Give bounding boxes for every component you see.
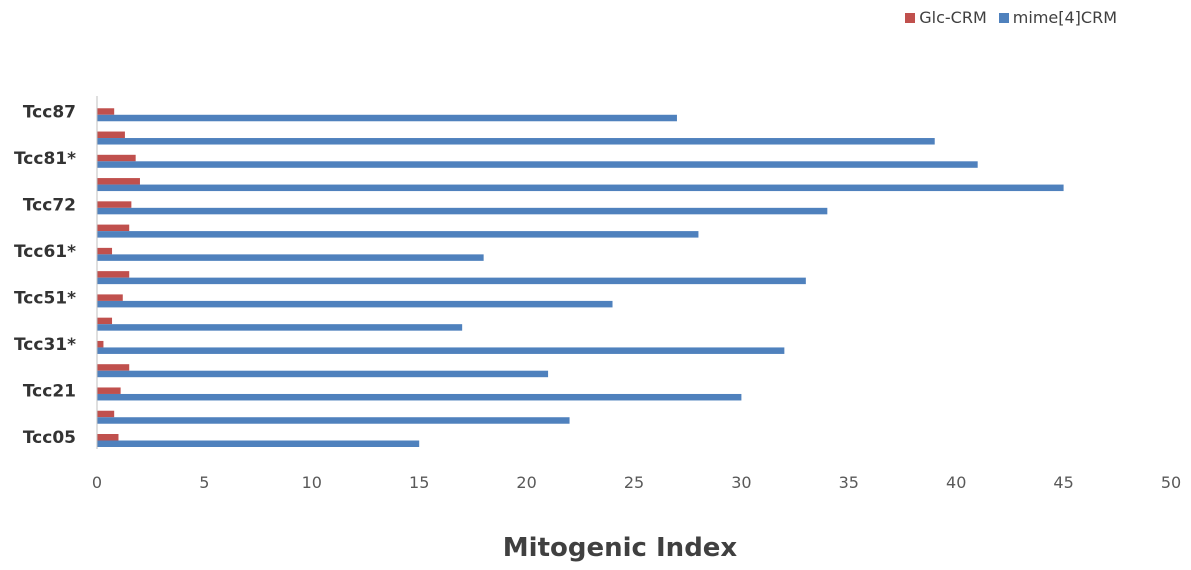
y-tick-label: Tcc21 xyxy=(23,381,76,401)
bar-glc-crm-3 xyxy=(97,364,130,371)
bar-mime4crm-12 xyxy=(97,161,978,168)
legend-label-mime4crm: mime[4]CRM xyxy=(1012,8,1117,27)
legend-item-glc-crm: Glc-CRM xyxy=(905,8,987,27)
bar-mime4crm-14 xyxy=(97,114,677,122)
bar-glc-crm-11 xyxy=(97,178,140,185)
legend: Glc-CRM mime[4]CRM xyxy=(905,8,1117,27)
bar-mime4crm-3 xyxy=(97,370,549,378)
x-tick-label: 50 xyxy=(1161,473,1181,492)
legend-item-mime4crm: mime[4]CRM xyxy=(998,8,1117,27)
bar-mime4crm-6 xyxy=(97,300,613,308)
bar-mime4crm-11 xyxy=(97,184,1064,192)
y-tick-label: Tcc72 xyxy=(23,195,76,215)
bar-glc-crm-1 xyxy=(97,410,115,418)
bar-mime4crm-8 xyxy=(97,254,484,261)
bar-mime4crm-10 xyxy=(97,207,828,215)
bar-glc-crm-7 xyxy=(97,271,130,278)
x-tick-label: 5 xyxy=(199,473,209,492)
bar-mime4crm-0 xyxy=(97,440,420,447)
bar-glc-crm-14 xyxy=(97,108,115,115)
legend-label-glc-crm: Glc-CRM xyxy=(919,8,987,27)
bar-glc-crm-5 xyxy=(97,317,113,325)
y-tick-label: Tcc05 xyxy=(23,428,76,448)
y-tick-label: Tcc51* xyxy=(14,288,76,308)
x-tick-label: 10 xyxy=(302,473,322,492)
y-tick-label: Tcc81* xyxy=(14,149,76,169)
y-tick-label: Tcc31* xyxy=(14,335,76,355)
bar-mime4crm-2 xyxy=(97,393,742,401)
bar-mime4crm-4 xyxy=(97,347,785,354)
bar-glc-crm-10 xyxy=(97,201,132,208)
x-axis-ticks: 0 5 10 15 20 25 30 35 40 45 50 xyxy=(92,473,1181,492)
legend-swatch-mime4crm xyxy=(998,12,1009,23)
bar-mime4crm-1 xyxy=(97,417,570,424)
x-tick-label: 45 xyxy=(1053,473,1073,492)
bar-glc-crm-4 xyxy=(97,340,104,348)
bar-glc-crm-2 xyxy=(97,387,121,394)
bar-glc-crm-0 xyxy=(97,434,119,441)
x-tick-label: 40 xyxy=(946,473,966,492)
y-tick-label: Tcc61* xyxy=(14,242,76,262)
y-tick-label: Tcc87 xyxy=(23,102,76,122)
y-axis-ticks: Tcc05 Tcc21 Tcc31* Tcc51* Tcc61* Tcc72 Tcc81* T… xyxy=(14,102,76,448)
bars-group xyxy=(97,108,1064,447)
x-tick-label: 15 xyxy=(409,473,429,492)
x-tick-label: 0 xyxy=(92,473,102,492)
bar-glc-crm-6 xyxy=(97,294,123,301)
bar-mime4crm-7 xyxy=(97,277,806,285)
bar-glc-crm-9 xyxy=(97,224,130,232)
x-tick-label: 25 xyxy=(624,473,644,492)
bar-glc-crm-13 xyxy=(97,131,125,139)
x-tick-label: 30 xyxy=(731,473,751,492)
x-tick-label: 20 xyxy=(516,473,536,492)
legend-swatch-glc-crm xyxy=(905,12,916,23)
bar-glc-crm-8 xyxy=(97,247,113,255)
bar-mime4crm-9 xyxy=(97,231,699,238)
bar-mime4crm-5 xyxy=(97,324,463,331)
x-axis-title: Mitogenic Index xyxy=(503,533,738,563)
bar-mime4crm-13 xyxy=(97,138,935,145)
bar-glc-crm-12 xyxy=(97,154,136,162)
x-tick-label: 35 xyxy=(839,473,859,492)
